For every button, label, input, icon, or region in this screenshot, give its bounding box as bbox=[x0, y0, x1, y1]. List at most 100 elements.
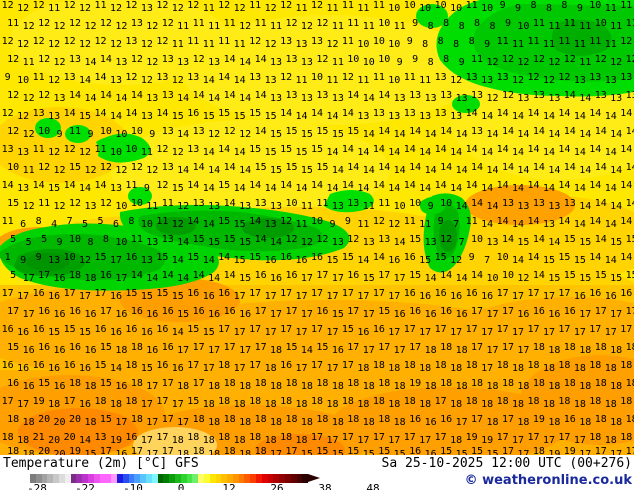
grid-value: 18 bbox=[7, 446, 20, 456]
grid-value: 12 bbox=[548, 56, 561, 68]
grid-value: 18 bbox=[620, 396, 633, 407]
grid-value: 10 bbox=[501, 270, 515, 281]
grid-value: 14 bbox=[115, 92, 128, 104]
grid-value: 15 bbox=[264, 110, 277, 122]
grid-value: 14 bbox=[233, 146, 246, 158]
grid-value: 15 bbox=[48, 182, 61, 194]
grid-value: 18 bbox=[269, 344, 283, 356]
grid-value: 17 bbox=[610, 448, 623, 455]
grid-value: 16 bbox=[125, 432, 138, 443]
grid-value: 10 bbox=[372, 36, 385, 47]
grid-value: 20 bbox=[53, 416, 66, 428]
grid-value: 14 bbox=[496, 144, 509, 155]
colorbar-swatch-7 bbox=[70, 474, 77, 483]
colorbar-tick-1: -22 bbox=[75, 482, 95, 490]
grid-value: 18 bbox=[625, 378, 634, 389]
grid-value: 12 bbox=[239, 20, 252, 32]
grid-value: 17 bbox=[192, 342, 205, 353]
grid-value: 9 bbox=[504, 18, 512, 29]
colorbar-swatch-14 bbox=[111, 474, 117, 483]
grid-value: 14 bbox=[573, 110, 586, 122]
grid-value: 14 bbox=[594, 234, 607, 245]
grid-value: 18 bbox=[130, 414, 143, 425]
grid-value: 16 bbox=[548, 308, 561, 320]
grid-value: 15 bbox=[440, 446, 453, 456]
grid-value: 14 bbox=[465, 108, 478, 119]
grid-value: 12 bbox=[450, 254, 463, 266]
grid-value: 14 bbox=[403, 180, 416, 191]
grid-value: 17 bbox=[146, 416, 159, 428]
grid-value: 17 bbox=[208, 344, 221, 356]
grid-value: 14 bbox=[610, 200, 623, 212]
grid-value: 14 bbox=[187, 216, 200, 227]
grid-value: 14 bbox=[310, 180, 324, 191]
grid-value: 17 bbox=[295, 290, 308, 302]
grid-value: 13 bbox=[357, 110, 370, 122]
grid-value: 13 bbox=[161, 126, 174, 137]
grid-value: 12 bbox=[1, 108, 14, 119]
colorbar-swatches[interactable] bbox=[30, 474, 309, 483]
grid-value: 16 bbox=[388, 254, 401, 266]
grid-value: 11 bbox=[357, 2, 370, 14]
grid-value: 13 bbox=[249, 72, 262, 83]
grid-value: 14 bbox=[347, 90, 360, 101]
grid-value: 17 bbox=[218, 324, 231, 335]
grid-value: 14 bbox=[511, 110, 525, 122]
grid-value: 15 bbox=[310, 144, 324, 155]
grid-value: 11 bbox=[208, 20, 221, 32]
colorbar-swatch-41 bbox=[267, 474, 274, 483]
grid-value: 18 bbox=[326, 398, 339, 410]
grid-value: 14 bbox=[465, 180, 478, 191]
colorbar-tick-labels: -28 -22 -10 0 12 26 38 48 bbox=[0, 483, 634, 490]
grid-value: 14 bbox=[579, 128, 592, 140]
temperature-map[interactable]: 12 12 12 11 12 12 11 12 12 13 12 12 12 11 12 12 11 12 12 11… bbox=[0, 0, 634, 455]
grid-value: 15 bbox=[563, 234, 576, 245]
grid-value: 14 bbox=[218, 72, 231, 83]
grid-value: 17 bbox=[419, 326, 432, 338]
grid-value: 11 bbox=[579, 56, 592, 68]
grid-value: 17 bbox=[223, 342, 236, 353]
grid-value: 16 bbox=[125, 252, 138, 263]
grid-value: 14 bbox=[357, 254, 370, 266]
grid-value: 18 bbox=[187, 432, 200, 443]
grid-value: 18 bbox=[610, 380, 623, 392]
grid-value: 14 bbox=[558, 180, 571, 191]
grid-value: 18 bbox=[496, 360, 509, 371]
grid-value: 18 bbox=[347, 414, 360, 425]
grid-value: 16 bbox=[563, 306, 576, 317]
grid-value: 17 bbox=[625, 446, 634, 456]
grid-value: 10 bbox=[434, 0, 447, 11]
grid-value: 17 bbox=[625, 306, 634, 317]
grid-value: 18 bbox=[239, 380, 252, 392]
colorbar[interactable] bbox=[30, 474, 320, 483]
grid-value: 17 bbox=[192, 378, 205, 389]
grid-value: 15 bbox=[285, 342, 298, 353]
grid-value: 11 bbox=[326, 74, 339, 86]
grid-value: 17 bbox=[501, 306, 515, 317]
grid-value: 14 bbox=[161, 270, 174, 281]
grid-value: 10 bbox=[388, 74, 401, 86]
grid-value: 14 bbox=[233, 182, 246, 194]
grid-value: 14 bbox=[563, 162, 576, 173]
grid-value: 11 bbox=[573, 38, 586, 50]
grid-value: 14 bbox=[130, 270, 143, 281]
grid-value: 18 bbox=[604, 362, 617, 374]
grid-value: 18 bbox=[393, 416, 406, 428]
grid-value: 14 bbox=[192, 162, 205, 173]
grid-value: 17 bbox=[22, 272, 35, 284]
grid-value: 14 bbox=[440, 162, 453, 173]
grid-value: 18 bbox=[501, 378, 515, 389]
grid-value: 14 bbox=[84, 56, 97, 68]
grid-value: 14 bbox=[239, 164, 252, 176]
grid-value: 14 bbox=[481, 182, 494, 194]
grid-value: 5 bbox=[10, 270, 17, 281]
grid-value: 18 bbox=[84, 380, 97, 392]
grid-value: 14 bbox=[233, 74, 246, 86]
grid-value: 16 bbox=[68, 306, 82, 317]
grid-value: 11 bbox=[125, 180, 138, 191]
grid-value: 14 bbox=[171, 254, 184, 266]
colorbar-swatch-4 bbox=[53, 474, 59, 483]
grid-value: 19 bbox=[68, 446, 82, 456]
grid-value: 17 bbox=[455, 416, 468, 428]
grid-value: 12 bbox=[38, 18, 51, 29]
